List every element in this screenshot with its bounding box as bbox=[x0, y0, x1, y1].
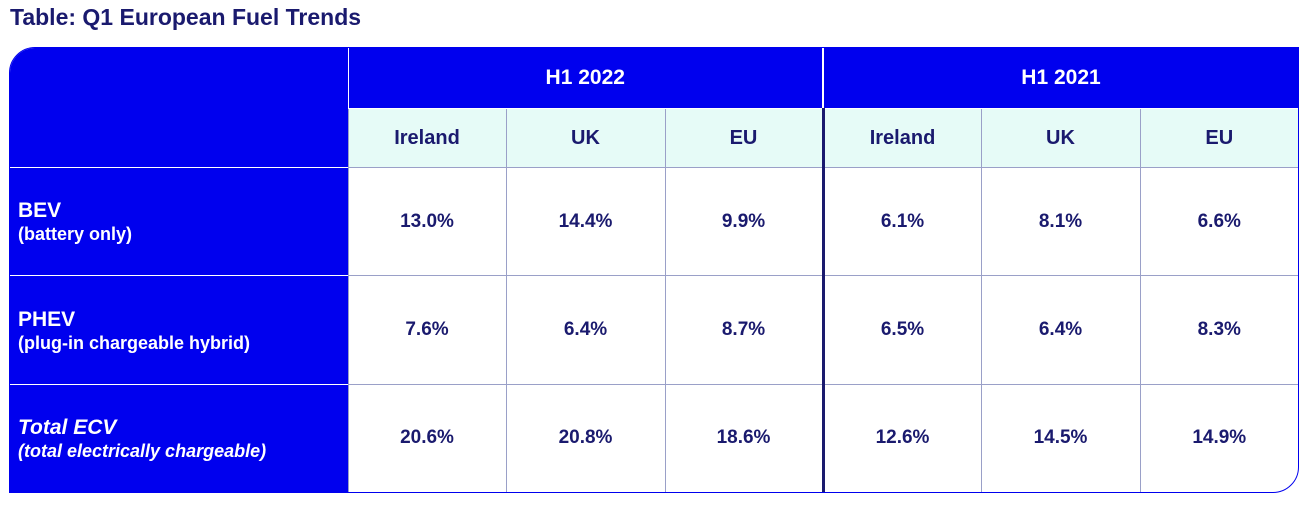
table-cell: 6.5% bbox=[821, 275, 981, 385]
region-header-eu-2021: EU bbox=[1139, 108, 1298, 168]
region-header-eu-2022: EU bbox=[664, 108, 823, 168]
table-cell: 20.8% bbox=[505, 383, 665, 492]
table-row-total-ecv: Total ECV (total electrically chargeable… bbox=[10, 383, 1298, 492]
table-cell: 6.6% bbox=[1139, 167, 1298, 276]
table-cell: 8.3% bbox=[1139, 275, 1298, 385]
table-cell: 8.1% bbox=[980, 167, 1140, 276]
row-header-phev: PHEV (plug-in chargeable hybrid) bbox=[10, 275, 348, 385]
table-cell: 14.4% bbox=[505, 167, 665, 276]
data-table: H1 2022 H1 2021 Ireland UK EU Ireland UK… bbox=[10, 48, 1298, 492]
row-label: BEV bbox=[18, 199, 62, 223]
period-header-h1-2022: H1 2022 bbox=[347, 48, 823, 110]
period-header-h1-2021: H1 2021 bbox=[821, 48, 1298, 110]
region-header-ireland-2021: Ireland bbox=[821, 108, 981, 168]
row-sublabel: (battery only) bbox=[18, 224, 133, 245]
table-cell: 9.9% bbox=[664, 167, 823, 276]
row-label: Total ECV bbox=[18, 415, 117, 439]
row-sublabel: (plug-in chargeable hybrid) bbox=[18, 332, 251, 353]
row-header-bev: BEV (battery only) bbox=[10, 167, 348, 276]
table-cell: 6.4% bbox=[505, 275, 665, 385]
table-row-phev: PHEV (plug-in chargeable hybrid) 7.6% 6.… bbox=[10, 275, 1298, 385]
table-row-bev: BEV (battery only) 13.0% 14.4% 9.9% 6.1%… bbox=[10, 167, 1298, 276]
region-header-uk-2022: UK bbox=[505, 108, 665, 168]
table-cell: 6.1% bbox=[821, 167, 981, 276]
row-label: PHEV bbox=[18, 307, 76, 331]
table-cell: 8.7% bbox=[664, 275, 823, 385]
table-cell: 18.6% bbox=[664, 383, 823, 492]
region-header-uk-2021: UK bbox=[980, 108, 1140, 168]
row-sublabel: (total electrically chargeable) bbox=[18, 440, 267, 461]
table-cell: 12.6% bbox=[821, 383, 981, 492]
table-cell: 14.5% bbox=[980, 383, 1140, 492]
table-cell: 20.6% bbox=[347, 383, 506, 492]
table-title: Table: Q1 European Fuel Trends bbox=[10, 4, 362, 30]
table-cell: 14.9% bbox=[1139, 383, 1298, 492]
table-cell: 13.0% bbox=[347, 167, 506, 276]
region-header-ireland-2022: Ireland bbox=[347, 108, 506, 168]
corner-cell bbox=[10, 48, 348, 168]
row-header-total-ecv: Total ECV (total electrically chargeable… bbox=[10, 383, 348, 492]
table-cell: 6.4% bbox=[980, 275, 1140, 385]
fuel-trends-table: H1 2022 H1 2021 Ireland UK EU Ireland UK… bbox=[9, 47, 1299, 493]
table-cell: 7.6% bbox=[347, 275, 506, 385]
